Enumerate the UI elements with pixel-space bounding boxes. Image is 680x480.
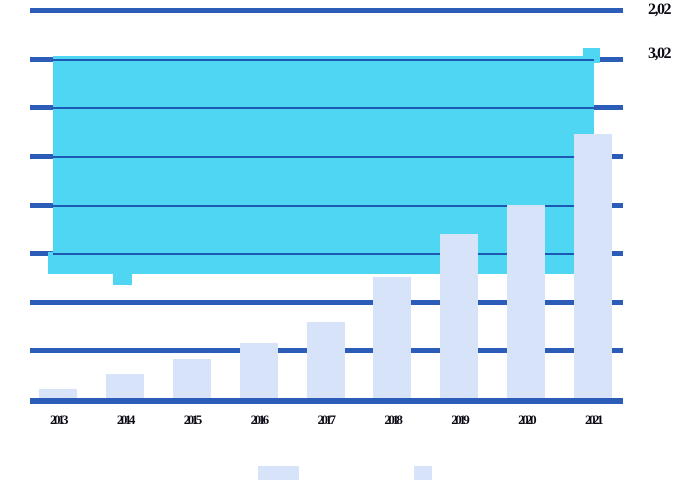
cyan-area-detail-left-foot bbox=[48, 252, 54, 274]
bar bbox=[574, 133, 612, 399]
x-axis-label: 2020 bbox=[518, 412, 537, 427]
bar bbox=[306, 322, 345, 399]
x-axis-line bbox=[30, 398, 623, 404]
gridline bbox=[30, 8, 623, 13]
x-axis-label: 2016 bbox=[250, 412, 270, 427]
right-axis-label-second: 3,02 bbox=[648, 45, 672, 62]
bar bbox=[440, 233, 479, 399]
grid-overlay-line bbox=[53, 253, 594, 256]
bar bbox=[105, 374, 144, 399]
x-axis-label: 2017 bbox=[317, 412, 337, 427]
x-axis-label: 2013 bbox=[50, 412, 69, 427]
gridline bbox=[30, 299, 623, 305]
legend-swatch-cyan-series bbox=[414, 466, 432, 480]
right-axis-label-top: 2,02 bbox=[648, 1, 672, 18]
bar bbox=[507, 204, 546, 399]
grid-overlay-line bbox=[53, 204, 594, 207]
cyan-area-detail-top-right bbox=[583, 48, 600, 63]
grid-overlay-line bbox=[53, 155, 594, 158]
legend-swatch-lavender-series bbox=[258, 466, 299, 480]
bar bbox=[373, 276, 412, 399]
x-axis-label: 2019 bbox=[451, 412, 470, 427]
x-axis-label: 2014 bbox=[116, 412, 136, 427]
x-axis-label: 2015 bbox=[183, 412, 203, 427]
x-axis-label: 2021 bbox=[585, 412, 604, 427]
bar bbox=[172, 359, 211, 399]
grid-overlay-line bbox=[53, 58, 594, 61]
cyan-area-detail-bottom-tab bbox=[113, 273, 132, 285]
grid-overlay-line bbox=[53, 107, 594, 110]
cyan-area bbox=[53, 56, 594, 274]
bar bbox=[39, 388, 77, 399]
x-axis-label: 2018 bbox=[384, 412, 403, 427]
bar bbox=[239, 343, 278, 399]
